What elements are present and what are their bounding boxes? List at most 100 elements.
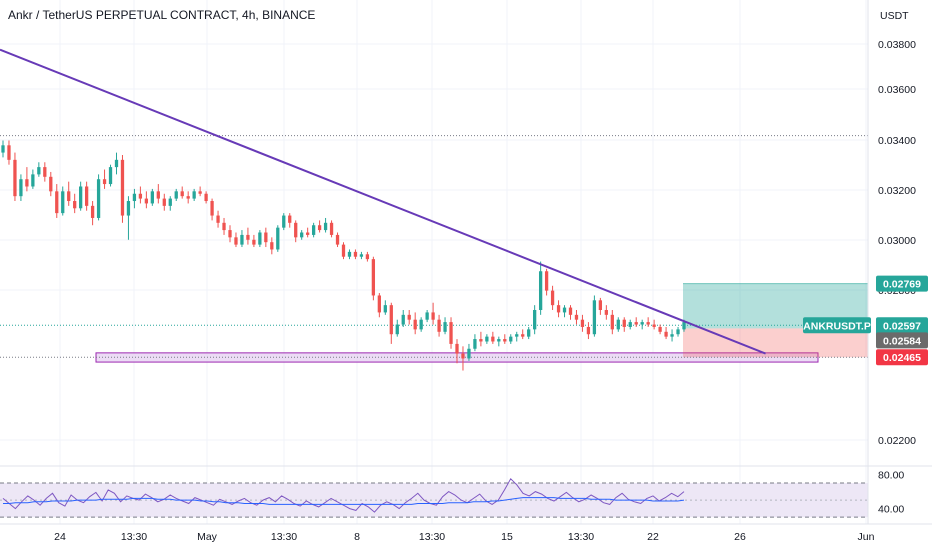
candles [1,140,686,371]
candle-body [90,205,95,218]
y-tick-label: 0.03000 [878,235,916,247]
x-tick-label: 24 [54,531,66,543]
x-tick-label: 26 [734,531,746,543]
current-price-label: 0.02597 [883,320,921,332]
candle-body [550,290,555,306]
candle-body [383,305,387,313]
candle-body [114,159,119,168]
candle-body [270,242,274,250]
candle-body [311,225,316,235]
candle-body [1,145,5,153]
candle-body [395,324,399,335]
candle-body [521,334,525,337]
candle-body [55,191,59,214]
candle-body [365,254,370,260]
candle-body [162,198,166,206]
candle-body [419,319,423,330]
candle-body [341,244,346,257]
candle-body [37,167,41,175]
rsi-level-label: 80.00 [878,470,904,482]
candle-body [574,314,579,320]
candle-body [335,234,340,245]
candle-body [288,215,292,223]
candle-body [180,191,184,197]
rsi-level-label: 40.00 [878,504,904,516]
candle-body [204,193,208,202]
candle-body [509,336,513,342]
candle-body [258,232,262,245]
candle-body [592,300,597,335]
candle-body [7,145,11,160]
candle-body [25,179,29,187]
candle-body [79,186,83,209]
candle-body [401,314,405,325]
candle-body [168,198,172,206]
candle-body [634,322,638,325]
rsi-band [0,483,868,518]
candle-body [138,193,143,199]
candle-body [198,191,202,194]
x-tick-label: 13:30 [271,531,297,543]
chart-title: Ankr / TetherUS PERPETUAL CONTRACT, 4h, … [8,8,316,22]
trendline [0,48,766,355]
candle-body [73,201,77,209]
x-tick-label: 8 [354,531,360,543]
candle-body [652,324,656,327]
candle-body [485,336,489,342]
candle-body [126,201,131,216]
candle-body [628,322,632,327]
currency-label: USDT [880,10,909,22]
candle-body [246,234,250,240]
candle-body [294,222,298,238]
candle-body [407,314,411,320]
candle-body [413,319,417,330]
candle-body [102,179,107,185]
candle-body [222,222,226,231]
candle-body [347,251,352,257]
candle-body [646,322,650,325]
candle-body [240,234,244,245]
x-tick-label: 13:30 [419,531,445,543]
candle-body [640,322,644,325]
candle-body [610,314,614,330]
stop-price-label: 0.02465 [883,352,921,364]
x-tick-label: Jun [858,531,875,543]
candle-body [616,319,620,330]
candle-body [437,319,441,332]
candle-body [192,191,196,199]
candle-body [276,227,280,250]
candle-body [604,310,608,315]
candle-body [658,326,662,332]
candle-body [216,215,220,223]
y-tick-label: 0.03400 [878,135,916,147]
entry-price-label: 0.02584 [883,335,921,347]
candle-body [329,222,334,235]
candle-body [67,191,71,202]
candle-body [473,339,477,349]
candle-body [670,334,674,337]
x-tick-label: 13:30 [121,531,147,543]
candle-body [431,312,435,320]
candle-body [317,225,322,231]
candle-body [132,193,137,202]
candle-body [49,176,53,192]
symbol-tag-bg [803,317,871,334]
candle-body [556,305,561,313]
candle-body [497,339,501,342]
take-profit-label: 0.02769 [883,279,921,291]
candle-body [515,334,519,337]
y-tick-label: 0.03200 [878,185,916,197]
candle-body [527,329,531,337]
candle-body [455,343,459,354]
symbol-tag: ANKRUSDT.P [803,320,871,332]
candle-body [443,322,447,332]
x-tick-label: May [197,531,218,543]
candle-body [108,167,113,185]
candle-body [377,295,381,313]
candle-body [19,179,23,197]
candle-body [120,159,125,216]
candle-body [150,191,154,204]
candle-body [491,336,495,342]
